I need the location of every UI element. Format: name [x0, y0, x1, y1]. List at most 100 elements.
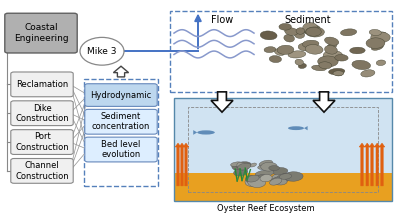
- Ellipse shape: [376, 60, 386, 65]
- Ellipse shape: [371, 32, 390, 43]
- Ellipse shape: [248, 177, 266, 187]
- Ellipse shape: [279, 24, 292, 30]
- Ellipse shape: [274, 177, 285, 181]
- Ellipse shape: [271, 177, 280, 182]
- Ellipse shape: [270, 167, 288, 175]
- Ellipse shape: [255, 170, 274, 177]
- Ellipse shape: [197, 130, 215, 135]
- Ellipse shape: [371, 44, 383, 50]
- Ellipse shape: [232, 164, 243, 171]
- Ellipse shape: [264, 47, 276, 53]
- Ellipse shape: [298, 43, 314, 51]
- Ellipse shape: [327, 43, 337, 48]
- FancyBboxPatch shape: [85, 137, 157, 162]
- Text: Coastal
Engineering: Coastal Engineering: [14, 23, 68, 43]
- Text: Sediment
concentration: Sediment concentration: [92, 112, 150, 131]
- FancyArrow shape: [183, 143, 189, 186]
- Ellipse shape: [277, 45, 294, 54]
- Polygon shape: [174, 98, 392, 173]
- Ellipse shape: [312, 65, 326, 71]
- Ellipse shape: [318, 56, 338, 67]
- Ellipse shape: [350, 47, 365, 54]
- Polygon shape: [304, 126, 308, 130]
- Ellipse shape: [274, 49, 285, 55]
- Text: Port
Construction: Port Construction: [15, 132, 69, 152]
- FancyArrow shape: [359, 143, 365, 186]
- Ellipse shape: [303, 28, 316, 34]
- Ellipse shape: [324, 45, 337, 54]
- Ellipse shape: [284, 172, 303, 181]
- Text: Bed level
evolution: Bed level evolution: [101, 140, 141, 159]
- Bar: [188, 107, 378, 192]
- Ellipse shape: [250, 163, 256, 167]
- Ellipse shape: [245, 177, 259, 186]
- Ellipse shape: [288, 126, 304, 130]
- Ellipse shape: [277, 174, 291, 181]
- Ellipse shape: [245, 175, 256, 183]
- Ellipse shape: [298, 63, 306, 68]
- Polygon shape: [193, 130, 197, 135]
- Ellipse shape: [340, 29, 357, 36]
- FancyBboxPatch shape: [85, 109, 157, 134]
- Ellipse shape: [335, 71, 343, 76]
- FancyBboxPatch shape: [11, 101, 73, 126]
- Ellipse shape: [260, 31, 277, 40]
- Ellipse shape: [335, 55, 348, 61]
- Ellipse shape: [258, 165, 266, 169]
- Ellipse shape: [235, 162, 251, 168]
- Text: Reclamation: Reclamation: [16, 80, 68, 89]
- Bar: [84, 79, 158, 186]
- Text: Oyster Reef Ecosystem: Oyster Reef Ecosystem: [217, 204, 315, 213]
- Ellipse shape: [285, 28, 298, 35]
- Ellipse shape: [302, 40, 319, 48]
- FancyArrow shape: [175, 143, 181, 186]
- Ellipse shape: [352, 60, 370, 70]
- Ellipse shape: [284, 34, 294, 42]
- Ellipse shape: [246, 175, 259, 182]
- Ellipse shape: [230, 162, 242, 166]
- Ellipse shape: [329, 68, 345, 75]
- FancyBboxPatch shape: [85, 84, 157, 106]
- Text: Channel
Construction: Channel Construction: [15, 161, 69, 181]
- Ellipse shape: [303, 25, 320, 33]
- Ellipse shape: [238, 163, 251, 170]
- Ellipse shape: [306, 27, 324, 37]
- Ellipse shape: [294, 31, 304, 38]
- Polygon shape: [174, 173, 392, 201]
- Ellipse shape: [272, 173, 290, 183]
- FancyArrow shape: [379, 143, 385, 186]
- Ellipse shape: [375, 32, 386, 37]
- FancyArrow shape: [211, 92, 233, 112]
- Ellipse shape: [279, 174, 292, 179]
- FancyArrow shape: [114, 66, 129, 77]
- Bar: [170, 11, 392, 92]
- Ellipse shape: [361, 70, 375, 77]
- Ellipse shape: [272, 178, 287, 185]
- FancyBboxPatch shape: [5, 13, 77, 53]
- Ellipse shape: [323, 50, 343, 61]
- Ellipse shape: [295, 59, 304, 65]
- Ellipse shape: [366, 38, 385, 48]
- Ellipse shape: [333, 71, 344, 76]
- Ellipse shape: [319, 62, 332, 69]
- Ellipse shape: [305, 45, 323, 54]
- Text: Hydrodynamic: Hydrodynamic: [90, 91, 152, 100]
- Text: Sediment: Sediment: [285, 15, 331, 25]
- Ellipse shape: [261, 162, 277, 171]
- FancyBboxPatch shape: [11, 159, 73, 183]
- Ellipse shape: [259, 160, 273, 167]
- FancyArrow shape: [364, 143, 370, 186]
- Text: Mike 3: Mike 3: [87, 47, 117, 56]
- FancyBboxPatch shape: [11, 130, 73, 155]
- Ellipse shape: [306, 27, 321, 36]
- FancyBboxPatch shape: [11, 72, 73, 97]
- Ellipse shape: [80, 37, 124, 65]
- Ellipse shape: [269, 166, 280, 171]
- Ellipse shape: [296, 28, 305, 34]
- Ellipse shape: [234, 168, 248, 176]
- FancyArrow shape: [369, 143, 375, 186]
- Ellipse shape: [269, 56, 282, 62]
- Text: Dike
Construction: Dike Construction: [15, 104, 69, 123]
- Ellipse shape: [288, 51, 306, 58]
- Ellipse shape: [324, 37, 339, 45]
